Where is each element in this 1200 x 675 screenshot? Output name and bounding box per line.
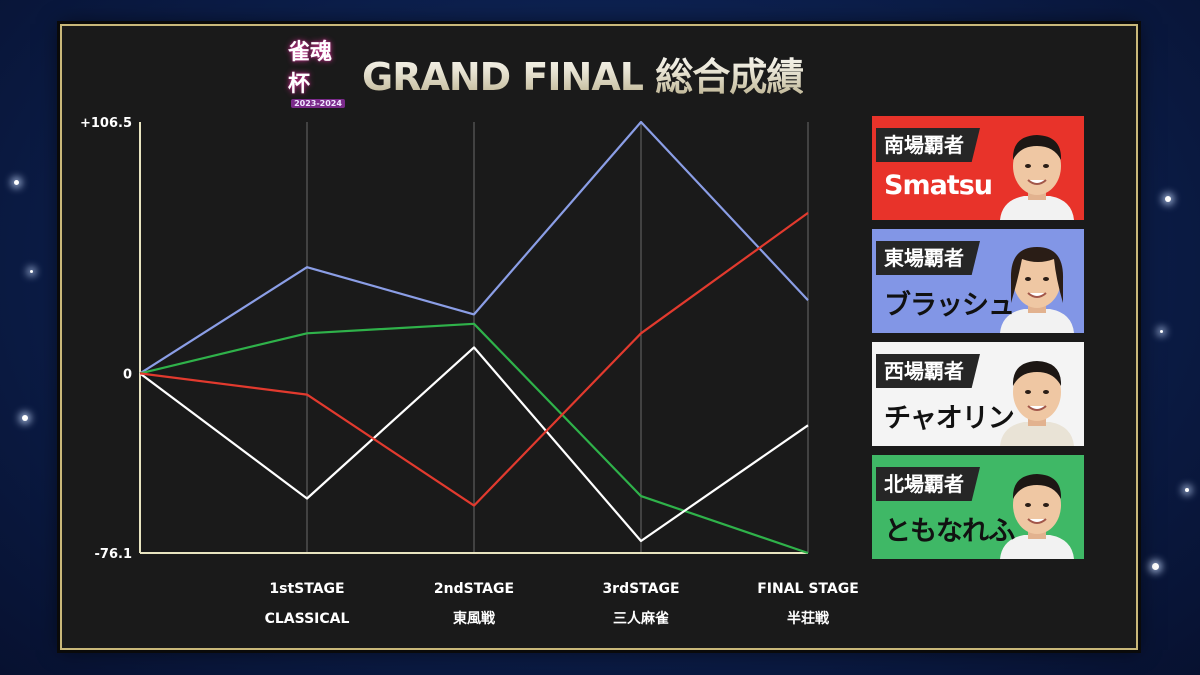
player-photo (1000, 474, 1074, 559)
player-photo (1000, 247, 1074, 333)
player-photo (1000, 361, 1074, 446)
player-title-tag: 南場覇者 (876, 128, 980, 162)
player-card: 北場覇者ともなれふ (872, 455, 1084, 559)
y-tick-label: -76.1 (95, 547, 132, 562)
x-stage-label: 1stSTAGE (269, 581, 344, 597)
sparkle (22, 415, 28, 421)
player-card: 南場覇者 Smatsu (872, 116, 1084, 220)
sparkle (30, 270, 33, 273)
logo-year: 2023-2024 (291, 99, 345, 108)
player-name: Smatsu (884, 170, 993, 201)
page-title: GRAND FINAL 総合成績 (362, 46, 804, 101)
sparkle (1152, 563, 1159, 570)
x-stage-label: FINAL STAGE (757, 581, 859, 597)
x-stage-label: 2ndSTAGE (434, 581, 514, 597)
sparkle (1160, 330, 1163, 333)
player-card: 西場覇者チャオリン (872, 342, 1084, 446)
player-name: ブラッシュ (884, 290, 1015, 321)
x-stage-sublabel: 東風戦 (453, 610, 496, 627)
player-title-tag: 西場覇者 (876, 354, 980, 388)
series-line-white (139, 346, 809, 543)
sparkle (1165, 196, 1171, 202)
sparkle (1185, 488, 1189, 492)
event-logo: 雀魂杯 2023-2024 (288, 36, 348, 108)
player-name: ともなれふ (884, 516, 1015, 547)
player-name: チャオリン (884, 403, 1015, 434)
series-line-green (139, 322, 809, 555)
player-photo (1000, 135, 1074, 220)
x-stage-sublabel: 三人麻雀 (613, 610, 669, 627)
player-card: 東場覇者ブラッシュ (872, 229, 1084, 333)
sparkle (14, 180, 19, 185)
header: 雀魂杯 2023-2024 GRAND FINAL 総合成績 (288, 36, 848, 108)
y-tick-label: +106.5 (80, 116, 132, 131)
x-stage-sublabel: CLASSICAL (265, 611, 350, 627)
x-stage-label: 3rdSTAGE (602, 581, 679, 597)
x-stage-sublabel: 半荘戦 (787, 610, 830, 627)
series-line-blue (139, 120, 809, 375)
series-line-red (139, 212, 809, 507)
y-tick-label: 0 (123, 367, 132, 382)
player-title-tag: 東場覇者 (876, 241, 980, 275)
player-title-tag: 北場覇者 (876, 467, 980, 501)
logo-name: 雀魂杯 (288, 39, 333, 97)
